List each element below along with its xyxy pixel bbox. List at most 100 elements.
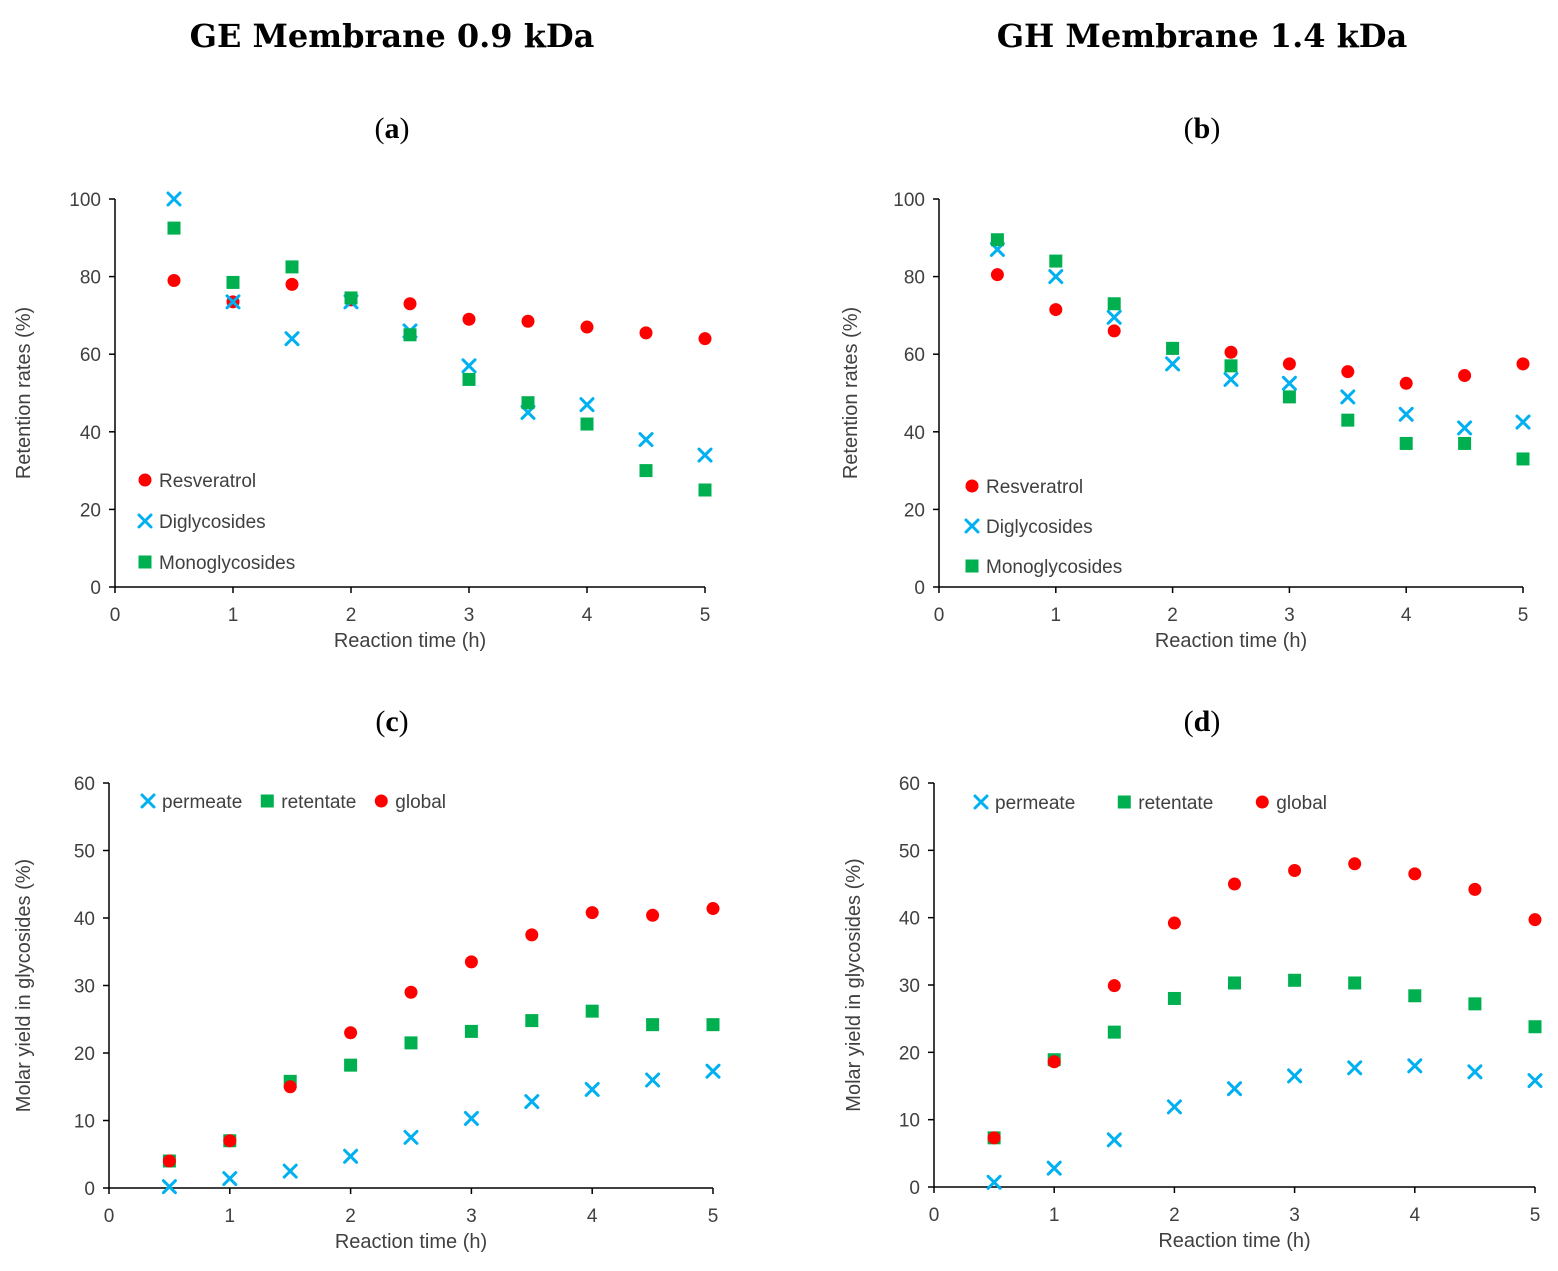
legend-label-global: global <box>1276 793 1327 814</box>
monoglycosides-point <box>462 372 476 386</box>
chart-d: 0 10 20 30 40 50 60 0 1 2 3 4 5 Reaction time (h) Mola… <box>843 774 1543 1252</box>
legend-label-resveratrol: Resveratrol <box>986 477 1083 498</box>
retentate-point <box>404 1036 418 1050</box>
resveratrol-point <box>1458 369 1472 383</box>
retentate-point <box>1468 997 1482 1011</box>
resveratrol-point <box>1282 357 1296 371</box>
chart-a: 0 20 40 60 80 100 0 1 2 3 4 5 Reaction time (h) Reten… <box>13 190 713 652</box>
permeate-point <box>403 1129 419 1145</box>
y-tick-label: 60 <box>904 345 925 366</box>
legend-marker-global <box>1255 795 1269 809</box>
monoglycosides-point <box>167 221 181 235</box>
retentate-point <box>525 1014 539 1028</box>
y-tick-label: 50 <box>899 841 920 862</box>
diglycosides-point <box>1281 375 1297 391</box>
diglycosides-point <box>1048 269 1064 285</box>
legend-marker-permeate <box>973 794 989 810</box>
diglycosides-point <box>1457 420 1473 436</box>
retentate-point <box>1408 989 1422 1003</box>
y-tick-label: 100 <box>69 190 101 211</box>
diglycosides-point <box>638 432 654 448</box>
resveratrol-point <box>698 332 712 346</box>
y-axis-title: Retention rates (%) <box>13 307 35 479</box>
x-tick-label: 0 <box>934 605 945 626</box>
permeate-point <box>645 1072 661 1088</box>
y-tick-label: 20 <box>899 1043 920 1064</box>
permeate-point <box>1467 1064 1483 1080</box>
legend-label-resveratrol: Resveratrol <box>159 471 256 492</box>
x-tick-label: 5 <box>1518 605 1529 626</box>
legend-label-monoglycosides: Monoglycosides <box>986 557 1122 578</box>
global-point <box>1167 916 1181 930</box>
y-tick-label: 0 <box>909 1178 920 1199</box>
x-tick-label: 2 <box>1169 1205 1180 1226</box>
resveratrol-point <box>1049 303 1063 317</box>
y-tick-label: 10 <box>899 1111 920 1132</box>
resveratrol-point <box>639 326 653 340</box>
panel-label-a: (a) <box>375 112 410 145</box>
global-point <box>1288 864 1302 878</box>
retentate-point <box>585 1004 599 1018</box>
legend-marker-diglycosides <box>137 513 153 529</box>
monoglycosides-point <box>639 464 653 478</box>
global-point <box>646 908 660 922</box>
monoglycosides-point <box>1399 436 1413 450</box>
global-point <box>1228 877 1241 891</box>
global-point <box>404 985 418 999</box>
diglycosides-point <box>1106 309 1122 325</box>
panel-label-d: (d) <box>1184 705 1221 738</box>
y-tick-label: 0 <box>90 578 101 599</box>
y-tick-label: 40 <box>899 909 920 930</box>
monoglycosides-point <box>1458 436 1472 450</box>
x-tick-label: 2 <box>345 1206 356 1227</box>
resveratrol-point <box>1399 376 1413 390</box>
global-point <box>706 902 720 916</box>
diglycosides-point <box>1398 406 1414 422</box>
retentate-point <box>646 1018 660 1032</box>
monoglycosides-point <box>1341 413 1355 427</box>
legend: permeate retentate global <box>973 793 1327 814</box>
y-tick-label: 20 <box>74 1044 95 1065</box>
legend-label-permeate: permeate <box>995 793 1075 814</box>
resveratrol-point <box>285 277 299 291</box>
y-axis-title: Molar yield in glycosides (%) <box>13 859 35 1112</box>
y-tick-label: 20 <box>80 500 101 521</box>
permeate-point <box>1407 1058 1423 1074</box>
permeate-point <box>1106 1132 1122 1148</box>
resveratrol-point <box>990 268 1004 282</box>
permeate-point <box>1227 1081 1242 1097</box>
legend-label-retentate: retentate <box>281 792 356 813</box>
diglycosides-point <box>1223 371 1239 387</box>
resveratrol-point <box>1224 345 1238 359</box>
permeate-point <box>282 1163 298 1179</box>
legend-marker-resveratrol <box>965 479 979 493</box>
retentate-point <box>1528 1020 1542 1034</box>
y-axis-title: Retention rates (%) <box>840 307 862 479</box>
x-axis-title: Reaction time (h) <box>1158 1230 1310 1252</box>
permeate-point <box>343 1148 359 1164</box>
permeate-point <box>705 1063 721 1079</box>
x-tick-label: 1 <box>228 605 239 626</box>
monoglycosides-point <box>990 233 1004 247</box>
retentate-point <box>344 1058 358 1072</box>
x-tick-label: 4 <box>1401 605 1412 626</box>
monoglycosides-point <box>285 260 299 274</box>
resveratrol-point <box>1341 365 1355 379</box>
permeate-point <box>1347 1060 1363 1076</box>
monoglycosides-point <box>580 417 594 431</box>
monoglycosides-point <box>1516 452 1530 466</box>
legend: Resveratrol Diglycosides Monoglycosides <box>964 477 1122 578</box>
permeate-point <box>463 1110 479 1126</box>
column-title-left: GE Membrane 0.9 kDa <box>190 17 595 55</box>
legend-label-global: global <box>395 792 446 813</box>
retentate-point <box>1348 976 1362 990</box>
global-point <box>283 1080 297 1094</box>
global-point <box>1528 913 1542 927</box>
y-tick-label: 40 <box>904 423 925 444</box>
monoglycosides-point <box>698 483 712 497</box>
chart-c: 0 10 20 30 40 50 60 0 1 2 3 4 5 Reaction time (h) Mola… <box>13 774 721 1253</box>
monoglycosides-point <box>1107 297 1121 311</box>
global-point <box>223 1134 237 1148</box>
global-point <box>344 1026 358 1040</box>
y-tick-label: 0 <box>914 578 925 599</box>
